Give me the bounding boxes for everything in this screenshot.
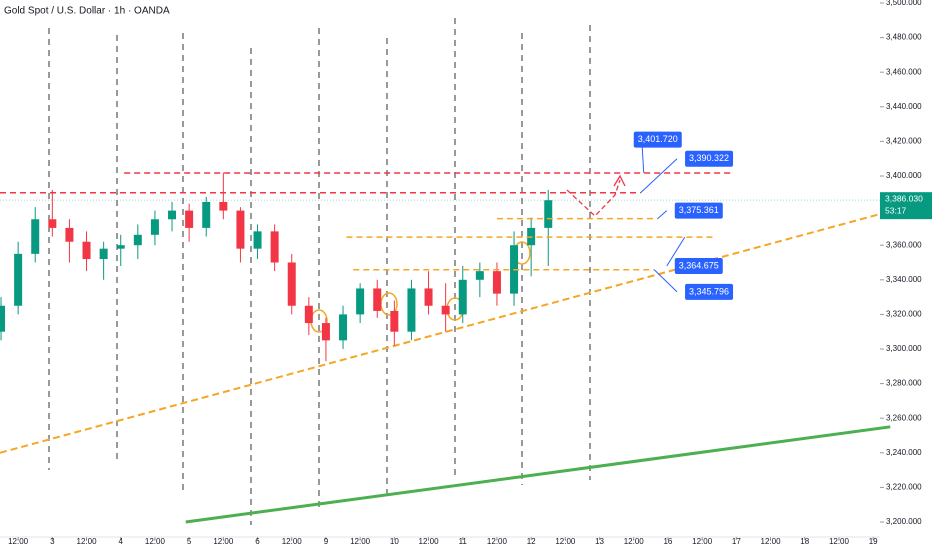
level-tag	[685, 283, 734, 300]
candle-body	[116, 245, 125, 249]
x-tick-label: 12:00	[829, 537, 850, 546]
candle-body	[544, 200, 553, 228]
y-tick-label: 3,260.000	[886, 413, 922, 422]
chart-title: Gold Spot / U.S. Dollar · 1h · OANDA	[4, 6, 170, 17]
candle-body	[321, 323, 330, 341]
candle-body	[424, 288, 433, 306]
candle-body	[356, 288, 365, 315]
x-tick-label: 18	[800, 537, 809, 546]
y-tick-label: 3,480.000	[886, 33, 922, 42]
level-tag-label: 3,375.361	[679, 205, 719, 215]
projection-path	[566, 179, 621, 217]
candle-body	[373, 288, 382, 311]
level-tag	[674, 202, 723, 219]
candle-body	[441, 305, 450, 315]
x-tick-label: 10	[390, 537, 399, 546]
countdown-label: 53:17	[885, 205, 907, 215]
candle-body	[65, 227, 74, 242]
candle-body	[304, 305, 313, 324]
candle-body	[287, 262, 296, 306]
y-tick-label: 3,400.000	[886, 171, 922, 180]
x-tick-label: 19	[869, 537, 878, 546]
candle-body	[339, 314, 348, 341]
x-tick-label: 11	[459, 537, 468, 546]
x-tick-label: 12	[527, 537, 536, 546]
x-tick-label: 12:00	[419, 537, 440, 546]
x-tick-label: 12:00	[761, 537, 782, 546]
candle-body	[390, 310, 399, 332]
y-tick-label: 3,460.000	[886, 67, 922, 76]
y-tick-label: 3,420.000	[886, 137, 922, 146]
level-tag	[674, 257, 723, 274]
x-tick-label: 12:00	[145, 537, 166, 546]
y-tick-label: 3,280.000	[886, 379, 922, 388]
candle-body	[82, 241, 91, 260]
x-tick-label: 12:00	[624, 537, 645, 546]
candle-body	[14, 253, 23, 306]
x-tick-label: 12:00	[487, 537, 508, 546]
x-tick-label: 12:00	[692, 537, 713, 546]
y-tick-label: 3,320.000	[886, 310, 922, 319]
label-pointer	[657, 210, 668, 220]
x-tick-label: 12:00	[213, 537, 234, 546]
x-tick-label: 9	[324, 537, 329, 546]
x-tick-label: 17	[732, 537, 741, 546]
x-tick-label: 12:00	[282, 537, 303, 546]
trendline	[185, 425, 891, 524]
last-price-label: 3,386.030	[885, 193, 923, 203]
level-tag-label: 3,390.322	[689, 153, 729, 163]
candle-body	[492, 271, 501, 294]
x-tick-label: 13	[595, 537, 604, 546]
candle-body	[270, 231, 279, 263]
last-price-tag	[880, 192, 932, 220]
trendline	[0, 213, 881, 454]
candle-body	[253, 231, 262, 249]
level-tag	[633, 131, 682, 148]
x-tick-label: 12:00	[350, 537, 371, 546]
candle-body	[31, 219, 40, 254]
x-tick-label: 3	[50, 537, 55, 546]
candle-body	[0, 305, 6, 332]
candle-body	[185, 210, 194, 228]
y-tick-label: 3,220.000	[886, 483, 922, 492]
label-pointer	[653, 269, 678, 293]
x-tick-label: 12:00	[77, 537, 98, 546]
candle-body	[407, 288, 416, 332]
projection-arrow	[613, 174, 626, 187]
candle-body	[168, 210, 177, 220]
x-tick-label: 4	[119, 537, 124, 546]
x-tick-label: 12:00	[8, 537, 29, 546]
candle-body	[48, 219, 57, 228]
candle-body	[202, 201, 211, 228]
label-pointer	[640, 158, 678, 194]
candle-body	[219, 201, 228, 211]
y-tick-label: 3,500.000	[886, 0, 922, 7]
candle-body	[150, 219, 159, 235]
candle-body	[99, 248, 108, 260]
level-tag-label: 3,401.720	[638, 134, 678, 144]
y-tick-label: 3,300.000	[886, 344, 922, 353]
level-tag-label: 3,345.796	[689, 286, 729, 296]
x-tick-label: 16	[663, 537, 672, 546]
x-tick-label: 5	[187, 537, 192, 546]
x-tick-label: 12:00	[555, 537, 576, 546]
candle-body	[236, 210, 245, 249]
label-pointer	[666, 236, 686, 267]
y-tick-label: 3,340.000	[886, 275, 922, 284]
candle-body	[133, 234, 142, 246]
candle-body	[475, 271, 484, 280]
y-tick-label: 3,200.000	[886, 517, 922, 526]
level-tag-label: 3,364.675	[679, 260, 719, 270]
candle-body	[458, 279, 467, 315]
level-tag	[685, 150, 734, 167]
x-tick-label: 6	[255, 537, 260, 546]
y-tick-label: 3,240.000	[886, 448, 922, 457]
price-axis	[880, 0, 932, 550]
y-tick-label: 3,360.000	[886, 240, 922, 249]
y-tick-label: 3,440.000	[886, 102, 922, 111]
